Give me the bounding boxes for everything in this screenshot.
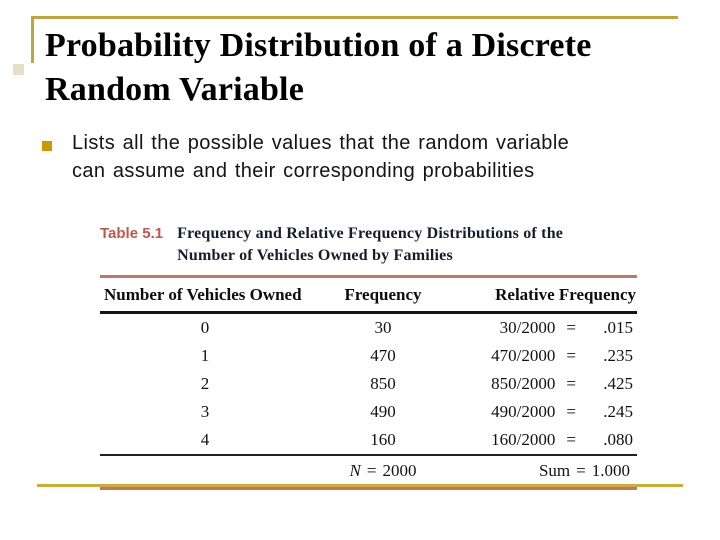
rel-value: .015 — [603, 318, 633, 337]
table-row: 4 160 160/2000 = .080 — [100, 426, 637, 454]
relative-frequency-cell: 30/2000 = .015 — [456, 318, 637, 338]
frequency-cell: 30 — [374, 318, 392, 337]
vehicles-cell: 3 — [200, 402, 210, 421]
summary-rule — [100, 454, 637, 456]
rel-value: .245 — [603, 402, 633, 421]
equals-sign: = — [566, 402, 576, 421]
table-row: 3 490 490/2000 = .245 — [100, 398, 637, 426]
header-rule — [100, 311, 637, 314]
caption-rule — [100, 275, 637, 278]
sum-label: Sum — [538, 461, 571, 480]
n-value: 2000 — [382, 461, 417, 480]
frame-corner-square — [13, 64, 24, 75]
table-caption-row: Table 5.1 Frequency and Relative Frequen… — [100, 223, 637, 267]
header-frequency: Frequency — [344, 285, 422, 304]
n-symbol: N — [349, 461, 361, 480]
table-row: 0 30 30/2000 = .015 — [100, 314, 637, 342]
equals-sign: = — [366, 461, 377, 480]
vehicles-cell: 2 — [200, 374, 210, 393]
rel-expression: 470/2000 — [491, 346, 556, 365]
table-row: 2 850 850/2000 = .425 — [100, 370, 637, 398]
rel-expression: 30/2000 — [499, 318, 556, 337]
sum-value: 1.000 — [591, 461, 630, 480]
relative-frequency-cell: 470/2000 = .235 — [456, 346, 637, 366]
equals-sign: = — [566, 346, 576, 365]
vehicles-cell: 0 — [200, 318, 210, 337]
table-summary-row: N = 2000 Sum = 1.000 — [100, 456, 637, 487]
header-vehicles: Number of Vehicles Owned — [104, 285, 302, 304]
frequency-cell: 160 — [370, 430, 396, 449]
total-frequency-cell: N = 2000 — [310, 461, 456, 481]
table-label: Table 5.1 — [100, 225, 164, 242]
equals-sign: = — [566, 318, 576, 337]
header-relative-frequency: Relative Frequency — [495, 285, 636, 304]
rel-expression: 490/2000 — [491, 402, 556, 421]
rel-expression: 850/2000 — [491, 374, 556, 393]
sum-cell: Sum = 1.000 — [456, 461, 637, 481]
rel-value: .425 — [603, 374, 633, 393]
equals-sign: = — [576, 461, 586, 480]
bullet-square-icon — [42, 141, 52, 151]
relative-frequency-cell: 850/2000 = .425 — [456, 374, 637, 394]
frequency-cell: 470 — [370, 346, 396, 365]
relative-frequency-cell: 490/2000 = .245 — [456, 402, 637, 422]
rel-expression: 160/2000 — [491, 430, 556, 449]
table-row: 1 470 470/2000 = .235 — [100, 342, 637, 370]
frame-left-line — [31, 16, 34, 63]
rel-value: .080 — [603, 430, 633, 449]
frequency-table: Table 5.1 Frequency and Relative Frequen… — [100, 223, 637, 490]
frame-top-line — [31, 16, 678, 19]
frequency-cell: 490 — [370, 402, 396, 421]
frequency-cell: 850 — [370, 374, 396, 393]
frame-bottom-line — [37, 484, 683, 487]
bullet-text: Lists all the possible values that the r… — [72, 132, 570, 182]
table-bottom-rule — [100, 487, 637, 490]
vehicles-cell: 4 — [200, 430, 210, 449]
equals-sign: = — [566, 430, 576, 449]
slide-title: Probability Distribution of a Discrete R… — [45, 27, 592, 108]
equals-sign: = — [566, 374, 576, 393]
vehicles-cell: 1 — [200, 346, 210, 365]
relative-frequency-cell: 160/2000 = .080 — [456, 430, 637, 450]
rel-value: .235 — [603, 346, 633, 365]
table-caption: Frequency and Relative Frequency Distrib… — [177, 225, 564, 264]
table-header-row: Number of Vehicles Owned Frequency Relat… — [100, 278, 637, 311]
